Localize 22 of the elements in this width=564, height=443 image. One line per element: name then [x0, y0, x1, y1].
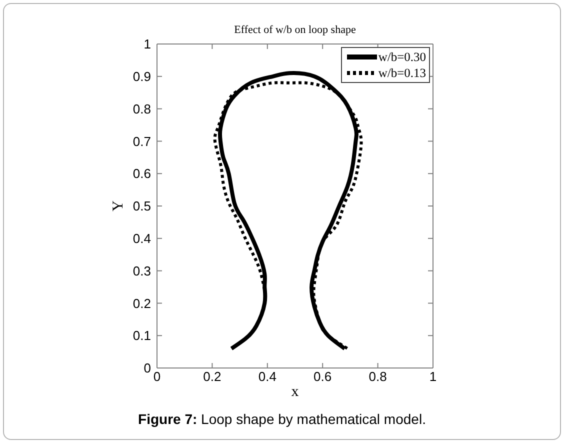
- y-tick-label: 0.3: [132, 263, 151, 278]
- y-tick-label: 0.9: [132, 69, 151, 84]
- x-tick-label: 0.8: [368, 369, 387, 384]
- y-tick-label: 0.6: [132, 166, 151, 182]
- caption: Figure 7: Loop shape by mathematical model.: [138, 411, 426, 427]
- y-tick-label: 0.2: [132, 296, 151, 311]
- x-tick-label: 0: [153, 369, 161, 384]
- x-axis-title: x: [291, 384, 300, 400]
- y-tick-label: 0.4: [132, 231, 151, 246]
- x-tick-label: 0.2: [203, 369, 222, 384]
- chart-title: Effect of w/b on loop shape: [233, 23, 357, 37]
- legend-label: w/b=0.13: [378, 66, 426, 80]
- y-axis-title: Y: [110, 200, 126, 212]
- y-tick-label: 0.8: [132, 101, 151, 116]
- y-tick-label: 0.1: [132, 328, 151, 344]
- y-tick-label: 1: [144, 36, 151, 52]
- x-tick-label: 0.6: [314, 369, 332, 384]
- x-tick-label: 0.4: [258, 369, 276, 384]
- x-tick-label: 1: [429, 369, 437, 384]
- y-tick-label: 0.7: [132, 134, 151, 149]
- legend-label: w/b=0.30: [378, 50, 426, 64]
- y-tick-label: 0.5: [132, 198, 151, 214]
